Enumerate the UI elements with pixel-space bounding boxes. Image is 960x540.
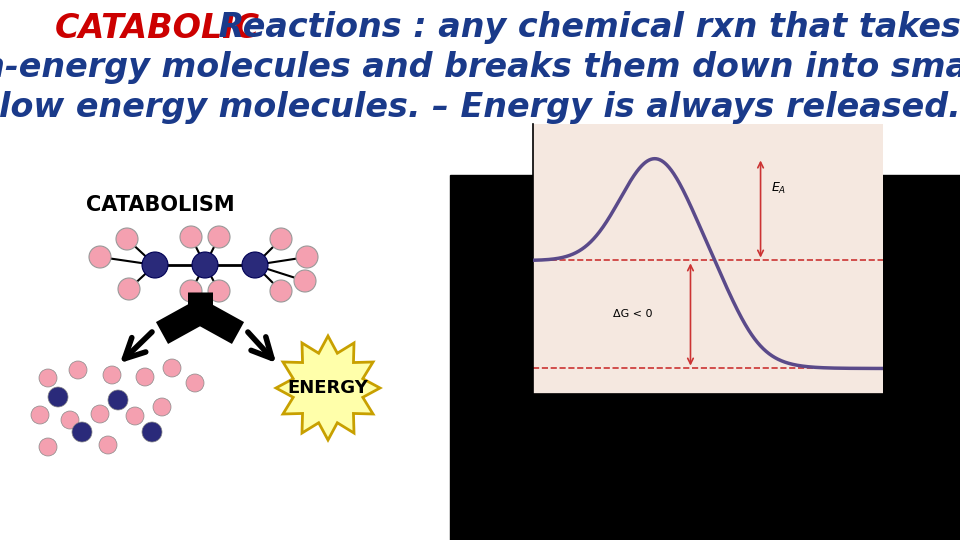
Circle shape — [142, 422, 162, 442]
Text: CATABOLIC: CATABOLIC — [55, 11, 260, 44]
Text: low energy molecules. – Energy is always released.: low energy molecules. – Energy is always… — [0, 91, 960, 125]
Circle shape — [208, 280, 230, 302]
Text: Reactions : any chemical rxn that takes large,: Reactions : any chemical rxn that takes … — [207, 11, 960, 44]
Text: products: products — [887, 363, 932, 374]
Circle shape — [108, 390, 128, 410]
Circle shape — [270, 280, 292, 302]
Y-axis label: Gibbs Free Energy: Gibbs Free Energy — [517, 208, 527, 310]
Circle shape — [103, 366, 121, 384]
Circle shape — [296, 246, 318, 268]
Circle shape — [136, 368, 154, 386]
Circle shape — [61, 411, 79, 429]
X-axis label: Reaction Progress: Reaction Progress — [659, 400, 757, 410]
Text: CATABOLISM: CATABOLISM — [85, 195, 234, 215]
Circle shape — [99, 436, 117, 454]
Circle shape — [180, 226, 202, 248]
Circle shape — [39, 369, 57, 387]
Circle shape — [192, 252, 218, 278]
Circle shape — [91, 405, 109, 423]
Circle shape — [118, 278, 140, 300]
Circle shape — [186, 374, 204, 392]
Circle shape — [153, 398, 171, 416]
Circle shape — [163, 359, 181, 377]
Text: $E_A$: $E_A$ — [771, 181, 786, 196]
Text: ENERGY: ENERGY — [288, 379, 369, 397]
Circle shape — [126, 407, 144, 425]
Circle shape — [69, 361, 87, 379]
Circle shape — [48, 387, 68, 407]
Circle shape — [39, 438, 57, 456]
Circle shape — [208, 226, 230, 248]
Polygon shape — [276, 336, 380, 440]
Circle shape — [180, 280, 202, 302]
Circle shape — [294, 270, 316, 292]
Circle shape — [242, 252, 268, 278]
Bar — [450, 175, 960, 540]
Circle shape — [31, 406, 49, 424]
Circle shape — [270, 228, 292, 250]
Circle shape — [72, 422, 92, 442]
Text: high-energy molecules and breaks them down into smaller,: high-energy molecules and breaks them do… — [0, 51, 960, 84]
Circle shape — [116, 228, 138, 250]
Text: reactants: reactants — [476, 255, 526, 266]
Circle shape — [142, 252, 168, 278]
Text: ΔG < 0: ΔG < 0 — [613, 309, 653, 320]
Circle shape — [89, 246, 111, 268]
